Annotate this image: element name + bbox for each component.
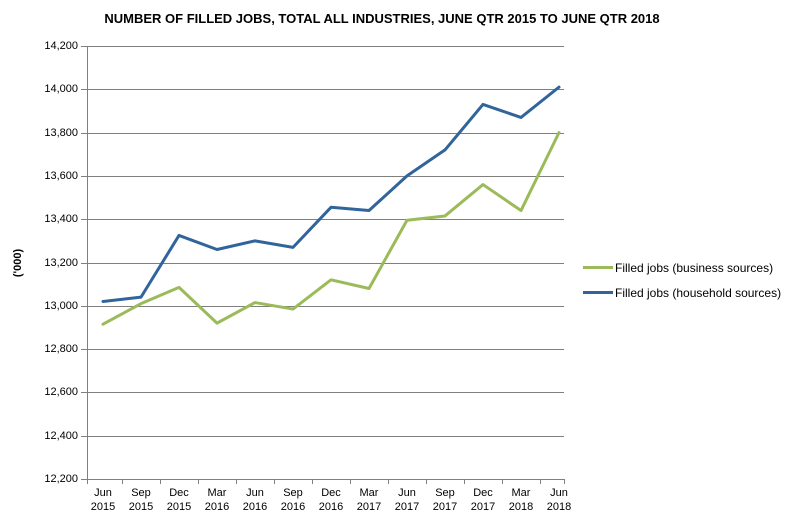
legend-entry: Filled jobs (household sources) bbox=[583, 280, 781, 305]
y-tick-label: 14,200 bbox=[44, 39, 78, 52]
legend-entry: Filled jobs (business sources) bbox=[583, 255, 781, 280]
y-tick-label: 12,800 bbox=[44, 342, 78, 355]
x-tick-label: Sep 2015 bbox=[128, 487, 154, 513]
y-tick-label: 12,400 bbox=[44, 429, 78, 442]
legend-line-swatch bbox=[583, 266, 613, 269]
y-tick-label: 13,800 bbox=[44, 126, 78, 139]
x-tick-label: Dec 2016 bbox=[318, 487, 344, 513]
y-tick-label: 12,600 bbox=[44, 385, 78, 398]
x-tick-label: Sep 2016 bbox=[280, 487, 306, 513]
x-tick-label: Mar 2017 bbox=[356, 487, 382, 513]
x-tick-label: Mar 2016 bbox=[204, 487, 230, 513]
series-line-filled-jobs-business-sources bbox=[101, 131, 561, 326]
y-tick-label: 13,400 bbox=[44, 212, 78, 225]
legend-label: Filled jobs (business sources) bbox=[615, 260, 774, 275]
x-tick-label: Jun 2017 bbox=[394, 487, 420, 513]
legend-line-swatch bbox=[583, 291, 613, 294]
x-tick-label: Dec 2015 bbox=[166, 487, 192, 513]
x-tick-label: Sep 2017 bbox=[432, 487, 458, 513]
x-tick-label: Mar 2018 bbox=[508, 487, 534, 513]
y-tick-label: 14,000 bbox=[44, 82, 78, 95]
x-tick-label: Jun 2016 bbox=[242, 487, 268, 513]
legend-label: Filled jobs (household sources) bbox=[615, 285, 782, 300]
legend: Filled jobs (business sources) Filled job… bbox=[583, 255, 781, 305]
y-tick-label: 12,200 bbox=[44, 472, 78, 485]
y-tick-label: 13,600 bbox=[44, 169, 78, 182]
y-tick-label: 13,000 bbox=[44, 299, 78, 312]
x-tick-label: Dec 2017 bbox=[470, 487, 496, 513]
chart-title: NUMBER OF FILLED JOBS, TOTAL ALL INDUSTR… bbox=[104, 11, 660, 26]
y-tick-label: 13,200 bbox=[44, 256, 78, 269]
x-tick-label: Jun 2015 bbox=[90, 487, 116, 513]
series-line-filled-jobs-household-sources bbox=[101, 85, 561, 303]
x-tick-label: Jun 2018 bbox=[546, 487, 572, 513]
